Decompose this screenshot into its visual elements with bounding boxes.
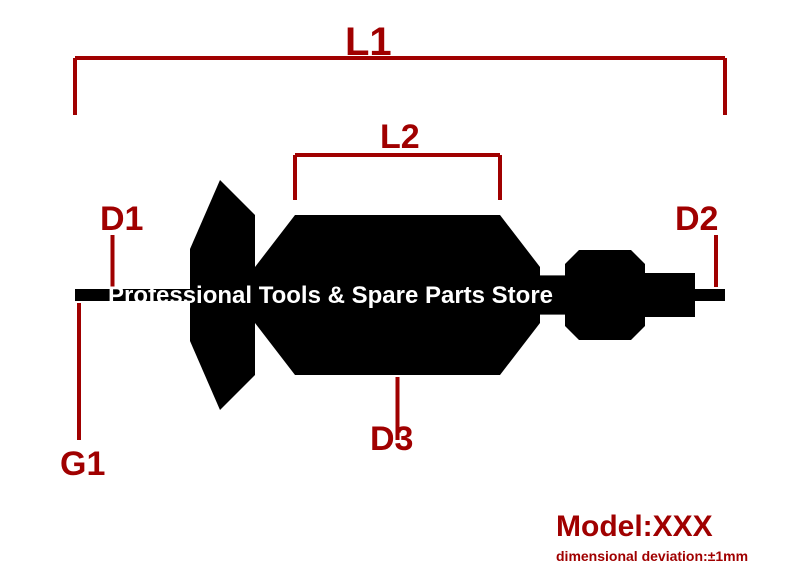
note-line: dimensional deviation:±1mm	[556, 548, 748, 564]
label-l1: L1	[345, 20, 392, 65]
label-d1: D1	[100, 200, 143, 239]
label-d2: D2	[675, 200, 718, 239]
watermark-text: Professional Tools & Spare Parts Store	[108, 282, 553, 310]
label-d3: D3	[370, 420, 413, 459]
label-g1: G1	[60, 445, 105, 484]
label-l2: L2	[380, 118, 420, 157]
model-line: Model:XXX	[556, 510, 713, 544]
